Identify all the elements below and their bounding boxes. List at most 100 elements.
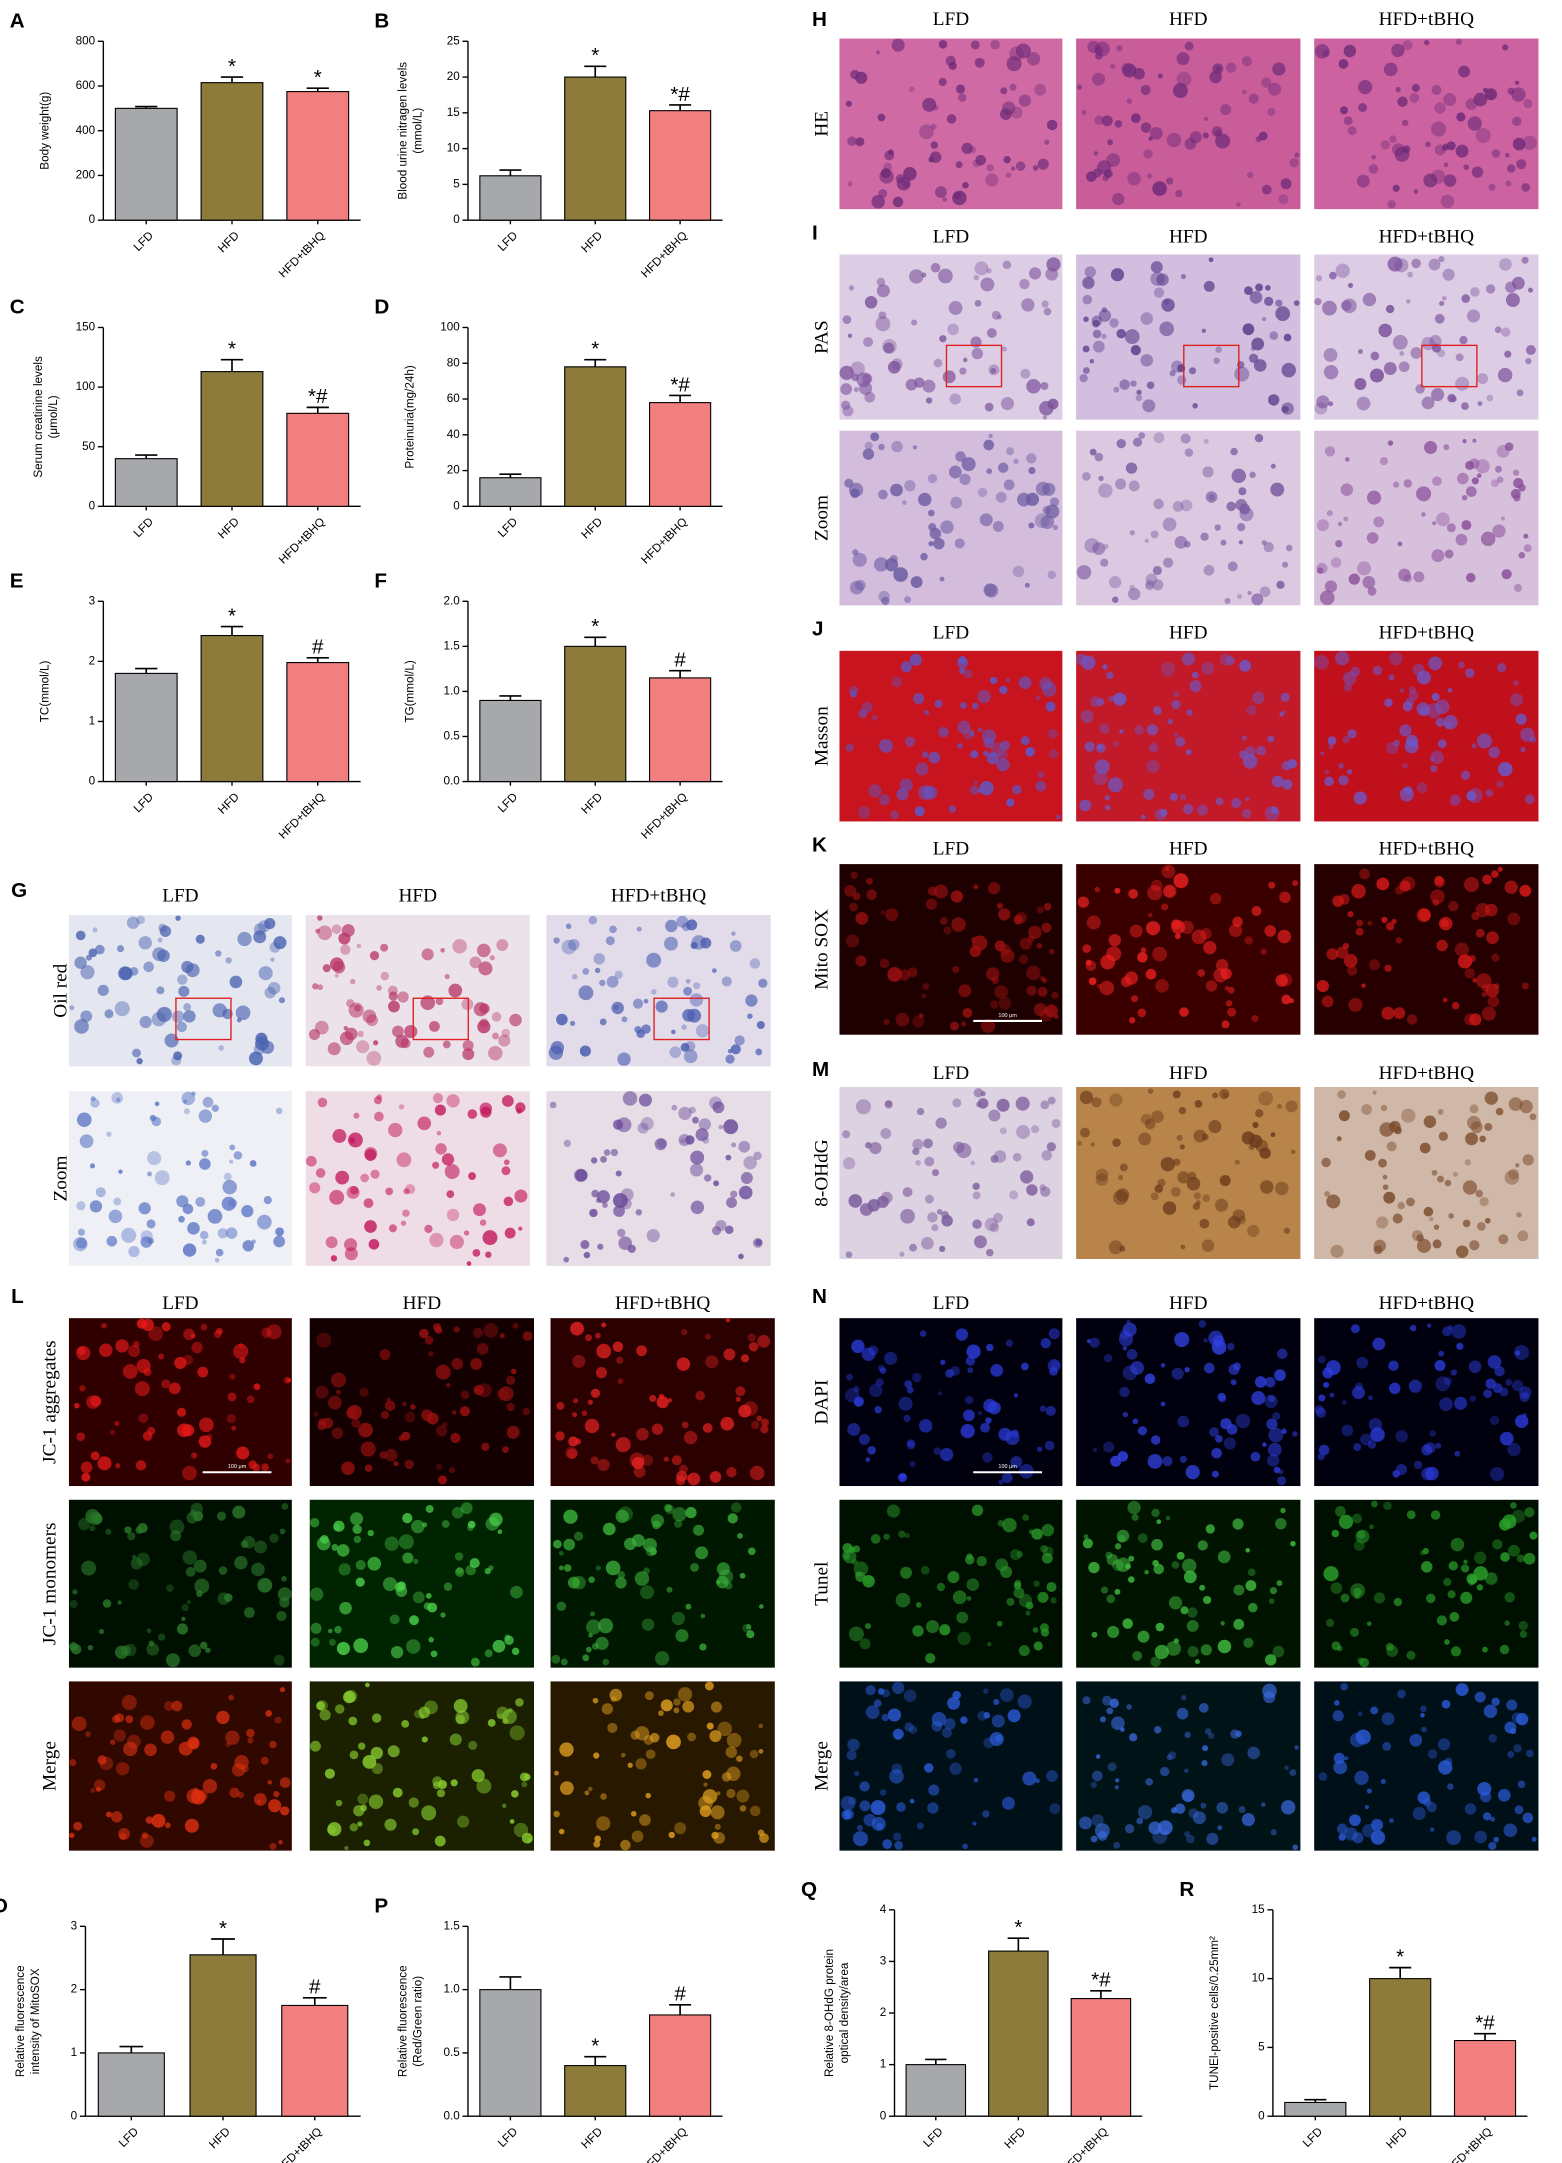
micrograph-texture — [419, 1328, 429, 1339]
micrograph-texture — [1125, 1824, 1135, 1834]
micrograph-texture — [1525, 357, 1532, 365]
column-header: HFD — [1169, 9, 1208, 30]
micrograph-texture — [1102, 664, 1108, 670]
micrograph-texture — [1003, 155, 1011, 164]
micrograph-texture — [1421, 1561, 1433, 1573]
micrograph-texture — [80, 1010, 93, 1023]
micrograph-texture — [1422, 1797, 1432, 1807]
micrograph-texture — [195, 934, 205, 944]
micrograph-texture — [961, 1021, 967, 1027]
micrograph-texture — [376, 985, 382, 991]
micrograph-texture — [716, 1579, 721, 1585]
micrograph-texture — [945, 1369, 954, 1378]
column-header: HFD — [1169, 226, 1208, 247]
micrograph-texture — [243, 1607, 255, 1618]
micrograph-texture — [90, 1098, 100, 1108]
micrograph-texture — [1127, 171, 1141, 186]
micrograph-texture — [724, 1581, 733, 1590]
significance-mark: * — [228, 337, 236, 360]
micrograph-texture — [1045, 1405, 1056, 1416]
micrograph-texture — [121, 1694, 137, 1711]
micrograph-texture — [1267, 1442, 1282, 1457]
micrograph-texture — [900, 1566, 912, 1579]
micrograph-texture — [756, 1020, 765, 1030]
micrograph-texture — [885, 908, 899, 922]
micrograph-texture — [1261, 184, 1272, 195]
micrograph-texture — [1153, 498, 1164, 510]
micrograph-texture — [446, 1208, 460, 1222]
micrograph-texture — [565, 923, 572, 930]
micrograph-texture — [1152, 1559, 1159, 1567]
micrograph-texture — [210, 1762, 218, 1770]
micrograph-texture — [621, 1016, 628, 1023]
micrograph-texture — [157, 937, 163, 943]
y-tick-label: 1 — [880, 2058, 887, 2071]
micrograph-texture — [1140, 84, 1151, 95]
micrograph-texture — [680, 1042, 690, 1052]
micrograph-texture — [1405, 299, 1411, 304]
micrograph-texture — [1488, 1734, 1498, 1743]
micrograph-texture — [909, 86, 915, 92]
micrograph-texture — [138, 936, 152, 950]
micrograph-texture — [454, 1552, 464, 1561]
micrograph-texture — [563, 1139, 572, 1148]
micrograph-texture — [1097, 744, 1103, 750]
micrograph-texture — [312, 983, 319, 990]
micrograph-texture — [948, 301, 963, 315]
zoom-box — [412, 997, 469, 1041]
bar — [97, 2052, 165, 2117]
micrograph-texture — [1277, 929, 1292, 944]
y-tick-label: 600 — [76, 79, 96, 92]
micrograph-texture — [1090, 1835, 1098, 1843]
micrograph-texture — [1388, 1360, 1399, 1371]
micrograph-texture — [743, 1401, 758, 1416]
y-axis-label: (μmol/L) — [47, 395, 60, 438]
micrograph-texture — [1246, 171, 1254, 179]
micrograph-texture — [1095, 1173, 1109, 1186]
micrograph-texture — [432, 1161, 440, 1169]
micrograph-texture — [1253, 359, 1267, 372]
micrograph-texture — [164, 1822, 171, 1829]
micrograph-texture — [1431, 169, 1446, 184]
micrograph-texture — [522, 1407, 531, 1416]
micrograph-texture — [939, 1624, 951, 1636]
micrograph-texture — [1489, 1415, 1500, 1426]
micrograph-texture — [1172, 83, 1188, 98]
micrograph-texture — [1393, 739, 1401, 747]
micrograph-texture — [1001, 346, 1007, 352]
y-tick-label: 2 — [89, 654, 96, 667]
micrograph-texture — [1512, 469, 1520, 476]
micrograph-texture — [275, 1107, 283, 1115]
micrograph-texture — [1043, 903, 1052, 911]
micrograph-texture — [81, 1560, 97, 1576]
micrograph-texture — [117, 1600, 122, 1605]
micrograph-texture — [228, 1694, 234, 1701]
y-axis-label: optical density/area — [838, 1962, 851, 2063]
micrograph-texture — [1039, 1405, 1047, 1412]
micrograph-texture — [1470, 1121, 1483, 1134]
micrograph-texture — [1409, 1733, 1423, 1747]
micrograph-texture — [749, 1465, 765, 1481]
micrograph-texture — [1433, 1224, 1440, 1230]
micrograph-texture — [142, 1431, 153, 1441]
x-tick-label: HFD — [216, 229, 242, 255]
micrograph-texture — [972, 1821, 977, 1826]
micrograph-texture — [583, 1251, 591, 1259]
micrograph-texture — [858, 806, 871, 819]
micrograph-texture — [1211, 1470, 1219, 1478]
micrograph-background — [1314, 254, 1539, 420]
bar — [479, 1989, 542, 2117]
micrograph-texture — [845, 743, 854, 752]
micrograph-texture — [666, 1586, 673, 1593]
micrograph-texture — [1368, 164, 1379, 174]
micrograph-texture — [1186, 1176, 1201, 1191]
micrograph — [1314, 38, 1539, 210]
micrograph-texture — [1411, 258, 1421, 269]
micrograph-texture — [900, 661, 912, 673]
micrograph-texture — [1094, 115, 1105, 126]
micrograph-texture — [1334, 651, 1350, 666]
micrograph-texture — [1504, 880, 1518, 894]
micrograph-texture — [671, 1455, 682, 1466]
micrograph-texture — [1447, 1324, 1453, 1330]
x-tick-label: LFD — [921, 2125, 946, 2150]
